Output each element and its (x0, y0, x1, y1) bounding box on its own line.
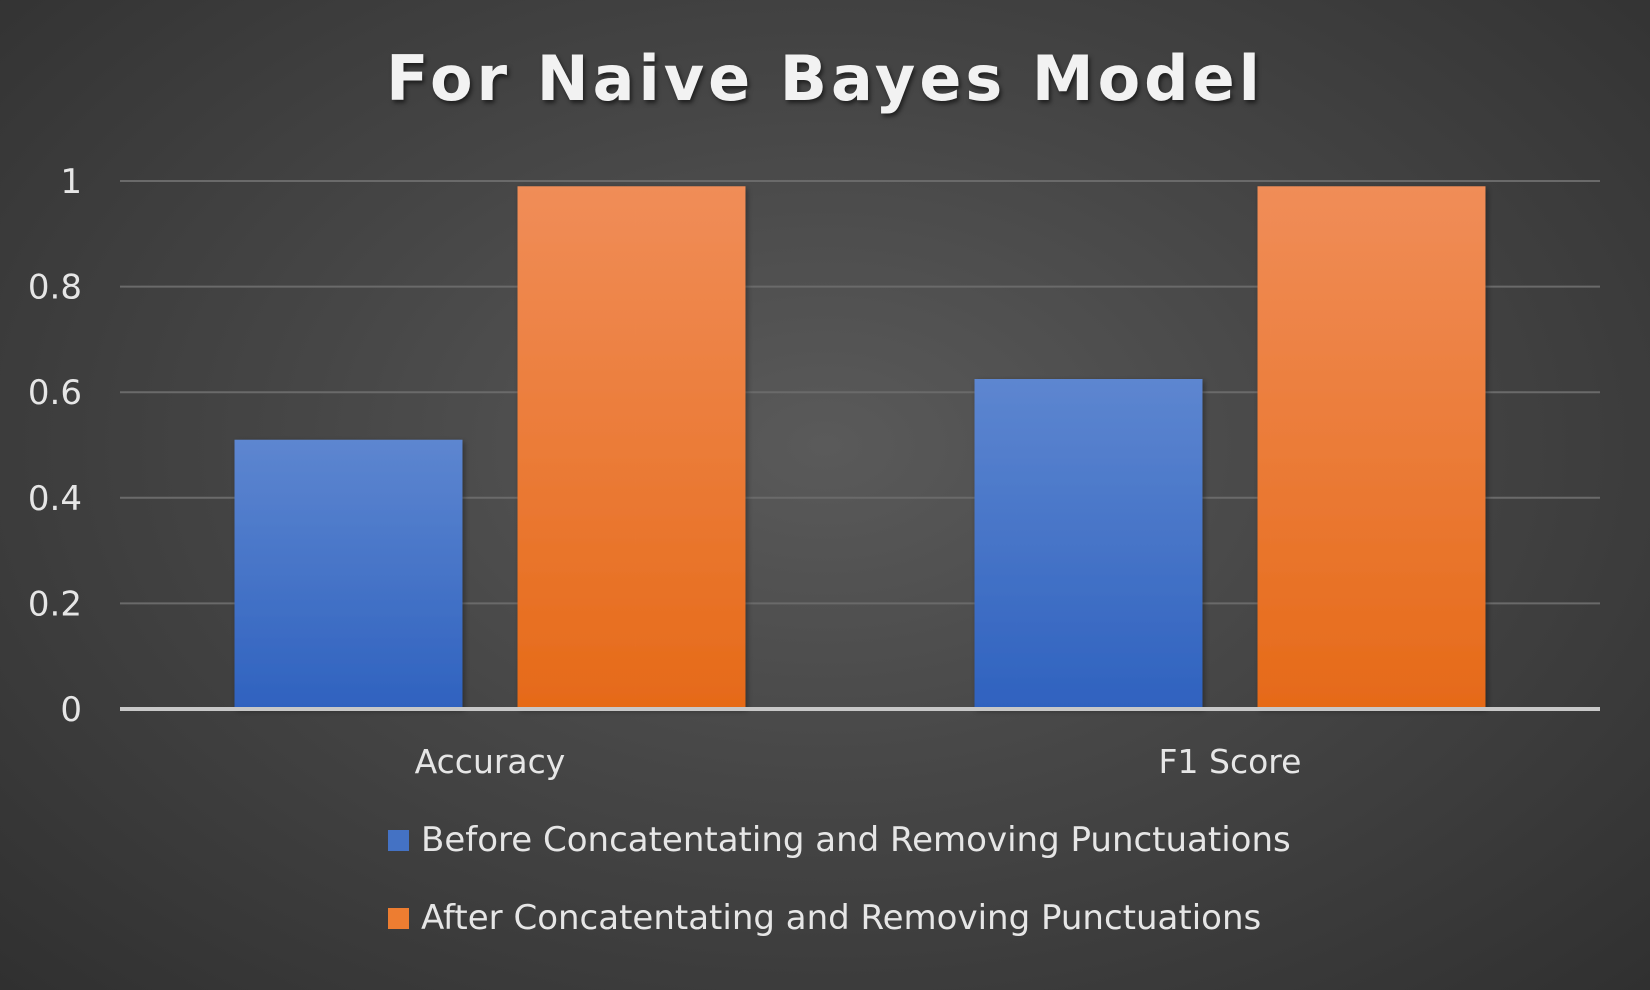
bar-after-accuracy (517, 186, 746, 709)
bar-after-f1-score (1257, 186, 1486, 709)
x-category-label: Accuracy (415, 742, 566, 781)
legend-swatch-before (388, 829, 409, 851)
legend-item-after: After Concatentating and Removing Punctu… (388, 898, 1291, 938)
y-tick-label: 0.2 (28, 584, 82, 624)
axes: 0 0.2 0.4 0.6 0.8 1 Accuracy F1 Score (28, 162, 1600, 781)
legend-label-before: Before Concatentating and Removing Punct… (421, 820, 1291, 860)
y-tick-label: 0 (60, 690, 82, 730)
bars (234, 186, 1486, 709)
legend-item-before: Before Concatentating and Removing Punct… (388, 820, 1291, 860)
x-category-label: F1 Score (1159, 742, 1302, 781)
y-tick-label: 0.6 (28, 373, 82, 413)
bar-before-accuracy (234, 439, 463, 709)
bar-before-f1-score (974, 379, 1203, 709)
chart-title: For Naive Bayes Model (386, 42, 1264, 115)
legend: Before Concatentating and Removing Punct… (388, 820, 1291, 976)
legend-label-after: After Concatentating and Removing Punctu… (421, 898, 1262, 938)
legend-swatch-after (388, 907, 409, 929)
y-tick-label: 1 (60, 162, 82, 202)
y-tick-label: 0.8 (28, 268, 82, 308)
y-tick-label: 0.4 (28, 479, 82, 519)
